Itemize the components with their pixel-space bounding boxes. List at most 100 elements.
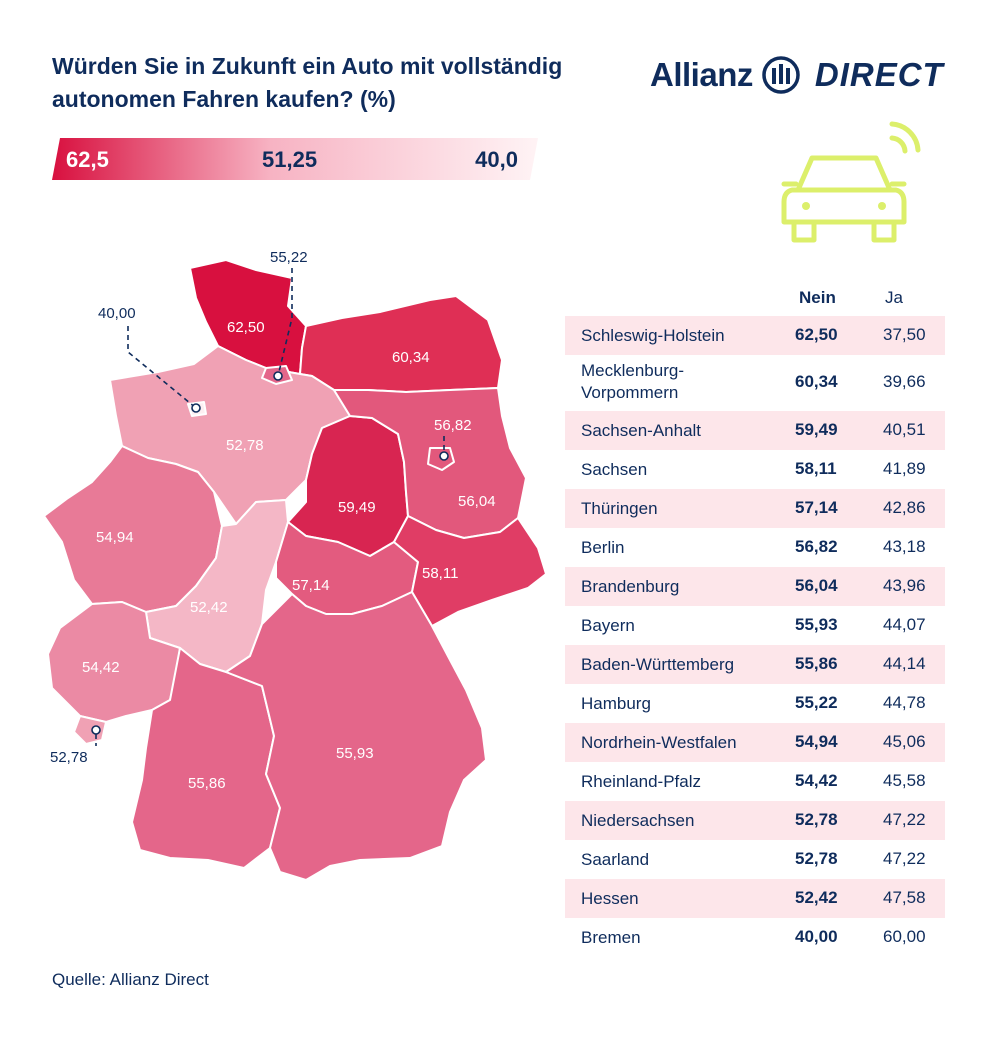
callout-label-saarland: 52,78 [50, 749, 88, 766]
table-row: Schleswig-Holstein 62,50 37,50 [565, 316, 945, 355]
callout-label-bremen: 40,00 [98, 305, 136, 322]
map-label-bayern: 55,93 [336, 745, 374, 762]
results-table: Nein Ja Schleswig-Holstein 62,50 37,50 M… [565, 284, 945, 957]
color-scale-legend: 62,5 51,25 40,0 [52, 138, 538, 180]
callout-line-bremen [127, 326, 197, 409]
row-nein: 57,14 [795, 498, 838, 517]
row-ja: 39,66 [883, 372, 926, 391]
row-nein: 56,82 [795, 537, 838, 556]
map-label-sachsen-anhalt: 59,49 [338, 499, 376, 516]
table-header: Nein Ja [565, 284, 945, 316]
row-state: Niedersachsen [581, 811, 695, 830]
map-label-baden-wuerttemberg: 55,86 [188, 775, 226, 792]
row-state: Baden-Württemberg [581, 655, 735, 674]
region-mecklenburg-vorpommern [299, 295, 503, 393]
germany-choropleth-map: 62,50 60,34 52,78 59,49 56,04 54,94 52,4… [43, 249, 547, 881]
header-nein: Nein [799, 288, 836, 307]
region-bayern [225, 591, 487, 881]
table-row: Thüringen 57,14 42,86 [565, 489, 945, 528]
row-ja: 40,51 [883, 420, 926, 439]
table-row: Hamburg 55,22 44,78 [565, 684, 945, 723]
row-nein: 52,78 [795, 810, 838, 829]
connected-car-icon [781, 121, 921, 243]
row-nein: 55,86 [795, 654, 838, 673]
table-row: Hessen 52,42 47,58 [565, 879, 945, 918]
row-state: Rheinland-Pfalz [581, 772, 702, 791]
row-nein: 58,11 [795, 459, 837, 478]
row-state: Mecklenburg- Vorpommern [581, 360, 684, 404]
table-row: Sachsen 58,11 41,89 [565, 450, 945, 489]
map-label-sachsen: 58,11 [422, 565, 458, 582]
map-label-hessen: 52,42 [190, 599, 228, 616]
row-ja: 60,00 [883, 927, 926, 946]
row-nein: 40,00 [795, 927, 838, 946]
row-ja: 47,22 [883, 849, 926, 868]
callout-dot-hamburg [273, 371, 283, 381]
row-ja: 41,89 [883, 459, 926, 478]
row-ja: 42,86 [883, 498, 926, 517]
row-state-line2: Vorpommern [581, 383, 679, 402]
table-row: Bayern 55,93 44,07 [565, 606, 945, 645]
chart-title: Würden Sie in Zukunft ein Auto mit volls… [52, 53, 563, 112]
legend-mid-label: 51,25 [262, 147, 318, 172]
table-row: Bremen 40,00 60,00 [565, 918, 945, 957]
row-nein: 62,50 [795, 325, 838, 344]
table-row: Berlin 56,82 43,18 [565, 528, 945, 567]
row-state-line1: Mecklenburg- [581, 361, 684, 380]
row-state: Saarland [581, 850, 650, 869]
table-row: Saarland 52,78 47,22 [565, 840, 945, 879]
row-ja: 45,58 [883, 771, 926, 790]
map-label-schleswig-holstein: 62,50 [227, 319, 265, 336]
row-ja: 44,14 [883, 654, 926, 673]
row-state: Hessen [581, 889, 639, 908]
region-sachsen [393, 515, 547, 627]
allianz-direct-logo: Allianz DIRECT [650, 52, 944, 98]
row-ja: 43,96 [883, 576, 926, 595]
legend-max-label: 62,5 [66, 147, 109, 172]
legend-min-label: 40,0 [475, 147, 518, 172]
table-row: Nordrhein-Westfalen 54,94 45,06 [565, 723, 945, 762]
callout-line-hamburg [277, 268, 293, 377]
table-row: Rheinland-Pfalz 54,42 45,58 [565, 762, 945, 801]
row-ja: 45,06 [883, 732, 926, 751]
table-row: Brandenburg 56,04 43,96 [565, 567, 945, 606]
map-label-rheinland-pfalz: 54,42 [82, 659, 120, 676]
row-ja: 47,22 [883, 810, 926, 829]
row-nein: 55,93 [795, 615, 838, 634]
row-state: Brandenburg [581, 577, 680, 596]
region-saarland [73, 715, 107, 745]
table-row: Sachsen-Anhalt 59,49 40,51 [565, 411, 945, 450]
row-state: Hamburg [581, 694, 651, 713]
map-label-niedersachsen: 52,78 [226, 437, 264, 454]
row-state: Schleswig-Holstein [581, 326, 725, 345]
table-row: Mecklenburg- Vorpommern 60,34 39,66 [565, 355, 945, 411]
row-ja: 44,07 [883, 615, 926, 634]
row-state: Thüringen [581, 499, 658, 518]
row-state: Nordrhein-Westfalen [581, 733, 737, 752]
table-row: Baden-Württemberg 55,86 44,14 [565, 645, 945, 684]
callout-label-berlin: 56,82 [434, 417, 472, 434]
map-label-nordrhein-westfalen: 54,94 [96, 529, 134, 546]
row-state: Sachsen [581, 460, 648, 479]
table-row: Niedersachsen 52,78 47,22 [565, 801, 945, 840]
row-state: Berlin [581, 538, 625, 557]
map-label-thueringen: 57,14 [292, 577, 330, 594]
row-ja: 47,58 [883, 888, 926, 907]
row-nein: 52,78 [795, 849, 838, 868]
map-label-mecklenburg-vorpommern: 60,34 [392, 349, 430, 366]
row-state: Sachsen-Anhalt [581, 421, 702, 440]
row-nein: 56,04 [795, 576, 838, 595]
row-ja: 37,50 [883, 325, 926, 344]
row-state: Bayern [581, 616, 635, 635]
logo-wordmark-right: DIRECT [814, 56, 944, 93]
legend-gradient-bar [52, 138, 538, 180]
row-nein: 52,42 [795, 888, 838, 907]
allianz-eagle-icon [762, 56, 800, 94]
logo-wordmark-left: Allianz [650, 56, 753, 93]
row-ja: 44,78 [883, 693, 926, 712]
header-ja: Ja [885, 288, 903, 307]
map-label-brandenburg: 56,04 [458, 493, 496, 510]
row-nein: 54,42 [795, 771, 838, 790]
callout-label-hamburg: 55,22 [270, 249, 308, 266]
row-nein: 59,49 [795, 420, 838, 439]
